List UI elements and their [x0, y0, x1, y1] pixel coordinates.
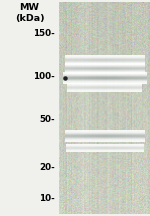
Text: 20-: 20-	[39, 163, 55, 172]
Text: 150-: 150-	[33, 29, 55, 38]
Text: 10-: 10-	[39, 194, 55, 203]
Text: 50-: 50-	[39, 115, 55, 124]
Text: MW: MW	[20, 3, 40, 12]
Text: 100-: 100-	[33, 72, 55, 81]
Text: (kDa): (kDa)	[15, 14, 44, 23]
